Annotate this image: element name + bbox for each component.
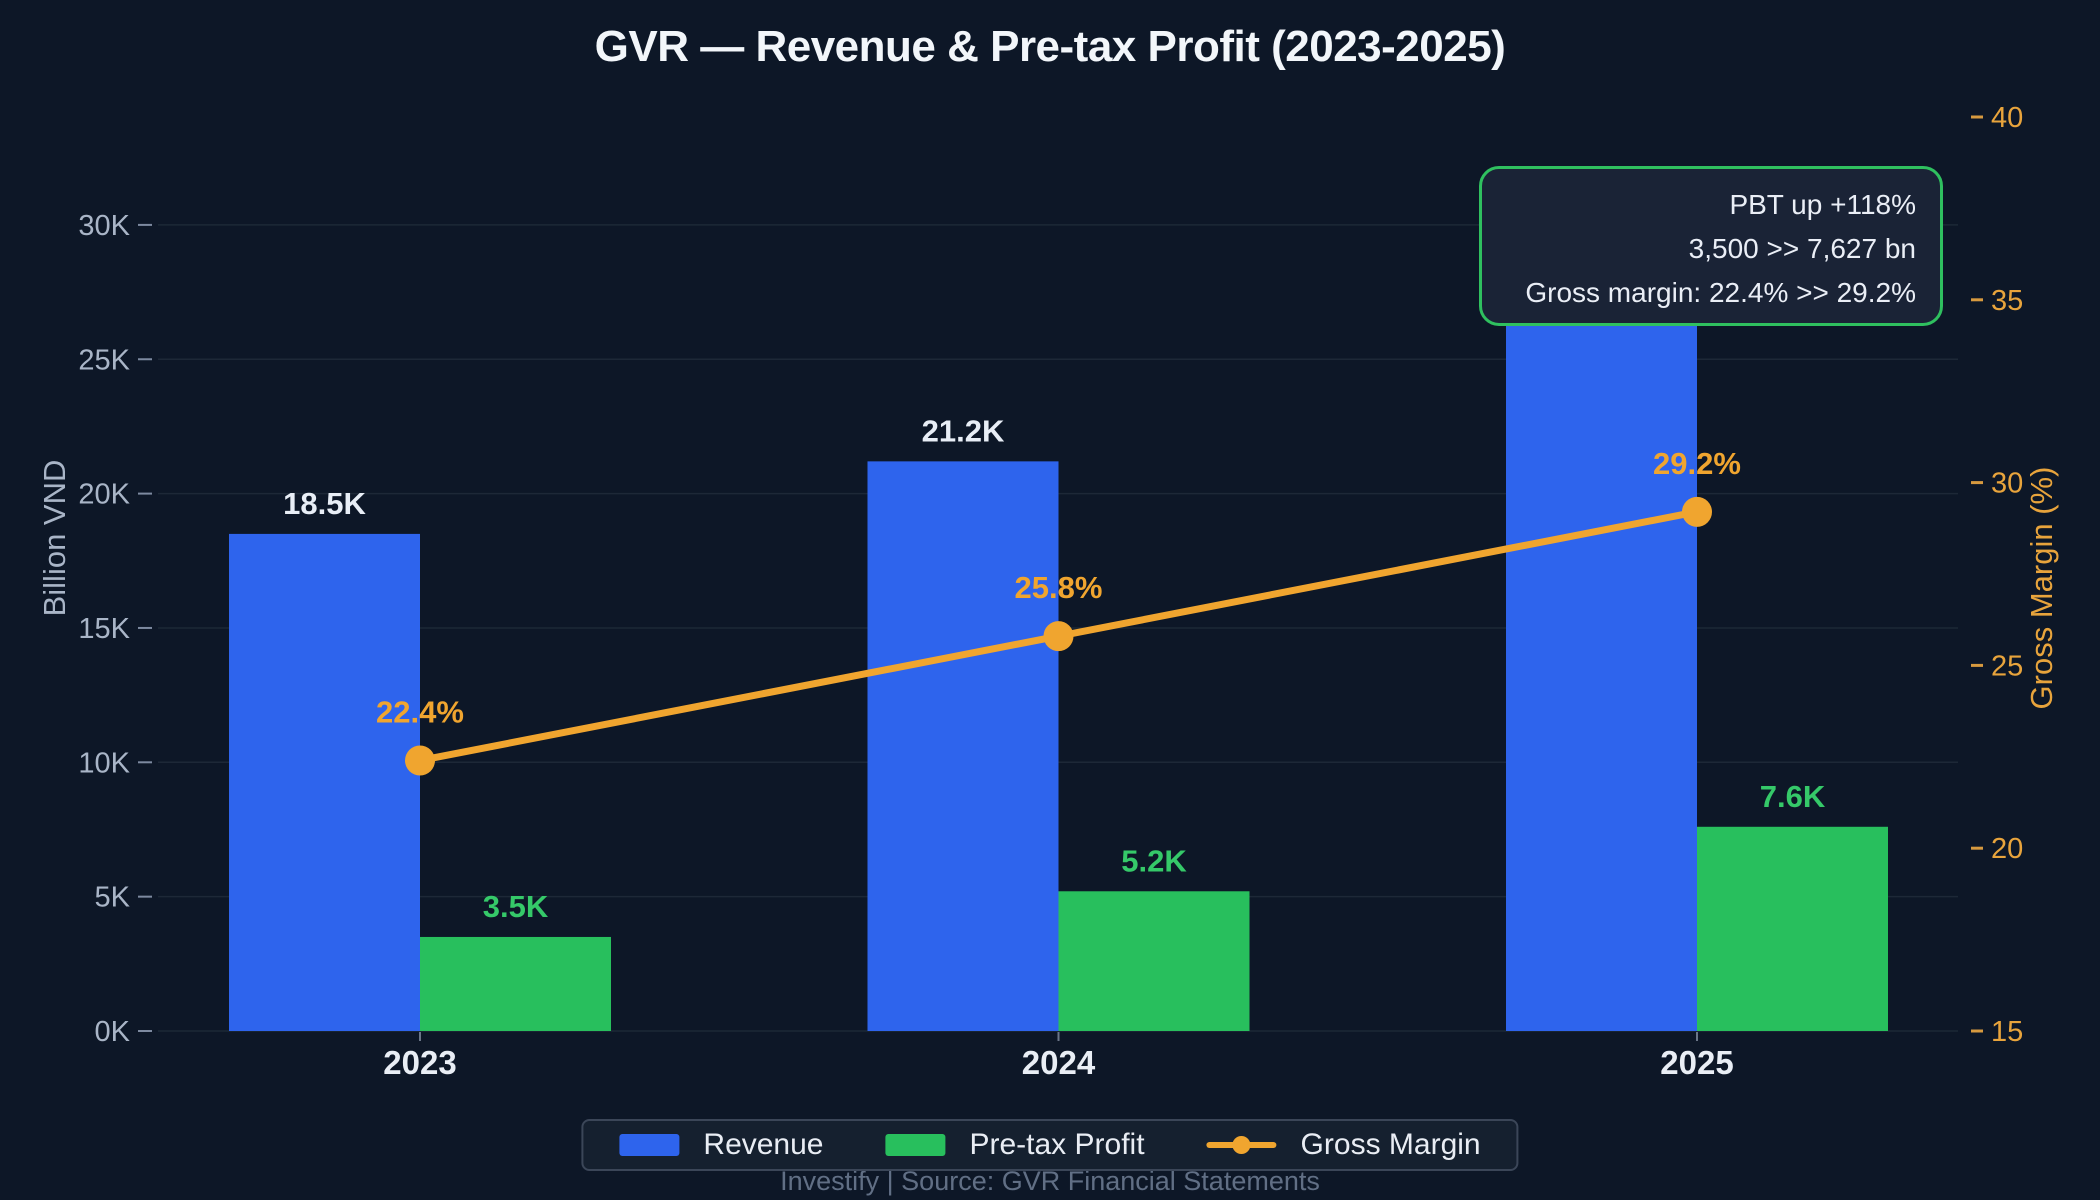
x-tick-label-2025: 2025	[1660, 1044, 1733, 1081]
revenue-bar-2023[interactable]	[229, 533, 420, 1031]
x-tick-label-2023: 2023	[383, 1044, 456, 1081]
legend-item-pretax-profit[interactable]: Pre-tax Profit	[885, 1128, 1145, 1162]
pre-tax-profit-bar-2024[interactable]	[1058, 891, 1250, 1031]
pre-tax-profit-value-label-2023: 3.5K	[483, 889, 549, 924]
revenue-swatch-icon	[619, 1134, 680, 1156]
left-tick-label-5K: 5K	[95, 882, 131, 914]
annotation-line-pbt: PBT up +118%	[1729, 189, 1916, 220]
revenue-value-label-2024: 21.2K	[922, 413, 1005, 448]
right-tick-label-25: 25	[1991, 650, 2023, 682]
legend-label-gross-margin: Gross Margin	[1300, 1128, 1481, 1161]
gross-margin-line-dot-icon	[1206, 1134, 1277, 1156]
pre-tax-profit-bar-2023[interactable]	[420, 936, 611, 1031]
right-tick-label-20: 20	[1991, 833, 2023, 865]
gross-margin-point-2023[interactable]	[405, 745, 435, 776]
right-tick-label-40: 40	[1991, 102, 2023, 134]
revenue-bar-2024[interactable]	[867, 461, 1059, 1032]
annotation-line-margin: Gross margin: 22.4% >> 29.2%	[1525, 277, 1916, 308]
right-axis-title: Gross Margin (%)	[2024, 466, 2059, 710]
gross-margin-value-label-2025: 29.2%	[1653, 446, 1741, 481]
x-tick-label-2024: 2024	[1022, 1044, 1096, 1081]
pretax-profit-swatch-icon	[885, 1134, 946, 1156]
left-tick-label-20K: 20K	[78, 479, 130, 511]
annotation-line-values: 3,500 >> 7,627 bn	[1688, 233, 1916, 264]
pre-tax-profit-value-label-2024: 5.2K	[1121, 843, 1187, 878]
revenue-value-label-2023: 18.5K	[283, 486, 366, 521]
chart-title: GVR — Revenue & Pre-tax Profit (2023-202…	[594, 22, 1506, 71]
pre-tax-profit-bar-2025[interactable]	[1697, 826, 1888, 1031]
legend-label-revenue: Revenue	[703, 1128, 824, 1161]
gross-margin-point-2024[interactable]	[1043, 621, 1074, 652]
revenue-bar-2025[interactable]	[1506, 278, 1697, 1031]
gross-margin-value-label-2024: 25.8%	[1015, 570, 1103, 605]
left-tick-label-15K: 15K	[78, 613, 130, 645]
left-tick-label-0K: 0K	[95, 1016, 131, 1048]
legend-item-gross-margin[interactable]: Gross Margin	[1206, 1128, 1481, 1162]
legend: Revenue Pre-tax Profit Gross Margin	[581, 1119, 1519, 1171]
gross-margin-point-2025[interactable]	[1682, 496, 1712, 527]
left-tick-label-25K: 25K	[78, 344, 130, 376]
pre-tax-profit-value-label-2025: 7.6K	[1760, 779, 1826, 814]
left-tick-label-30K: 30K	[78, 210, 130, 242]
legend-label-pretax-profit: Pre-tax Profit	[969, 1128, 1145, 1161]
right-tick-label-35: 35	[1991, 285, 2023, 317]
left-tick-label-10K: 10K	[78, 747, 130, 779]
right-tick-label-15: 15	[1991, 1016, 2023, 1048]
gross-margin-value-label-2023: 22.4%	[376, 694, 464, 729]
source-caption: Investify | Source: GVR Financial Statem…	[780, 1166, 1320, 1196]
legend-item-revenue[interactable]: Revenue	[619, 1128, 823, 1162]
left-axis-title: Billion VND	[37, 459, 72, 617]
annotation-callout: PBT up +118% 3,500 >> 7,627 bn Gross mar…	[1479, 166, 1943, 326]
right-tick-label-30: 30	[1991, 468, 2023, 500]
